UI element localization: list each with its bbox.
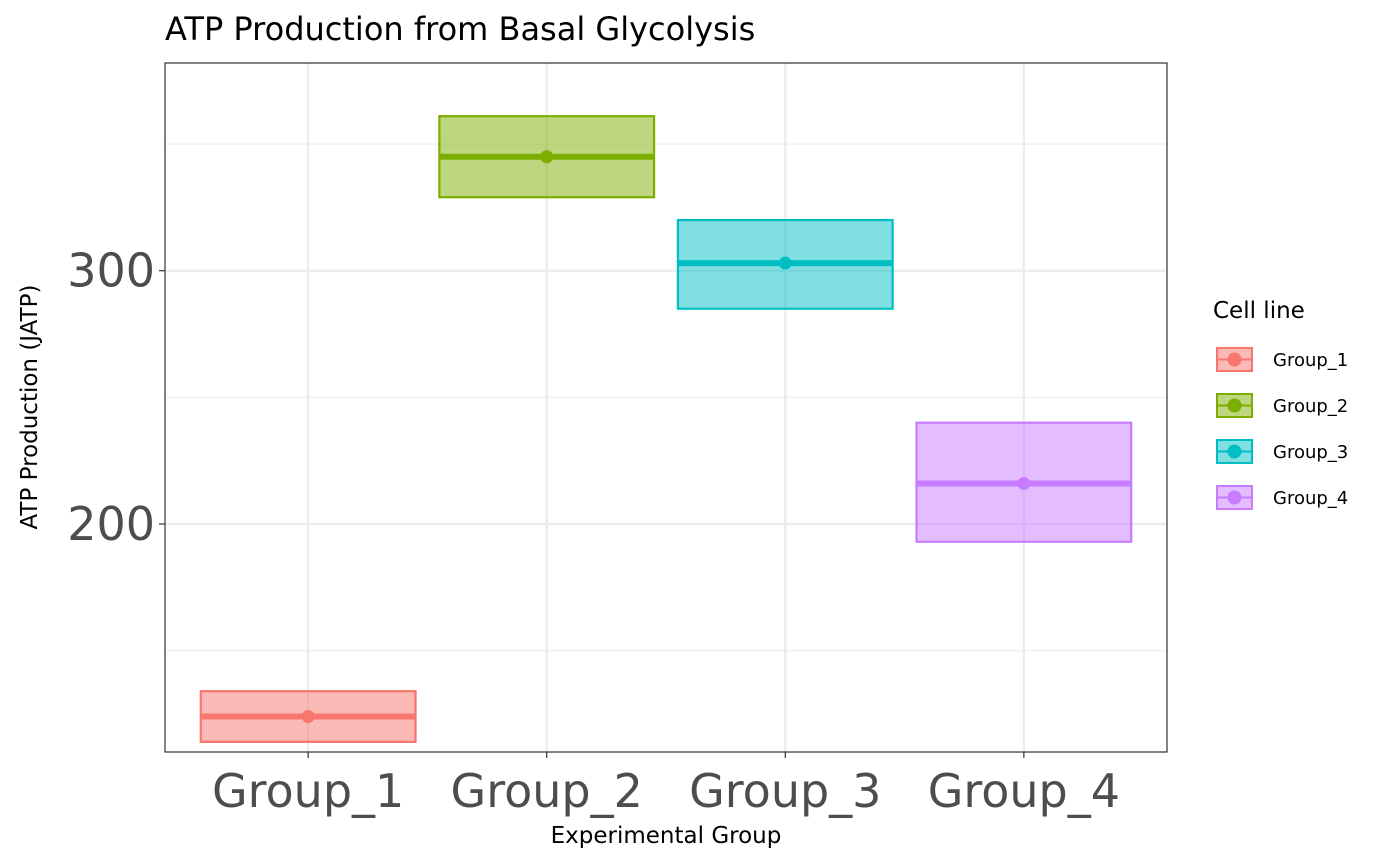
mean-point (301, 710, 315, 724)
crossbar-group-4 (915, 421, 1133, 543)
y-axis-title: ATP Production (JATP) (17, 284, 43, 529)
legend-key-point (1227, 352, 1242, 367)
mean-point (778, 256, 792, 270)
y-tick-label: 300 (67, 244, 155, 298)
x-tick-label: Group_2 (451, 764, 643, 818)
x-tick-label: Group_3 (689, 764, 881, 818)
legend-item: Group_4 (1216, 485, 1348, 510)
legend: Cell line Group_1 Group_2 Group_3 Group_4 (1213, 298, 1348, 510)
legend-title: Cell line (1213, 298, 1305, 324)
plot-panel-border (164, 62, 1168, 753)
mean-point (1017, 476, 1031, 490)
crossbar-group-3 (676, 218, 894, 310)
legend-label: Group_2 (1273, 396, 1348, 417)
legend-key-point (1227, 398, 1242, 413)
legend-item: Group_3 (1216, 439, 1348, 464)
chart-title: ATP Production from Basal Glycolysis (165, 10, 755, 48)
grid (165, 63, 1167, 752)
crossbar-group-2 (438, 115, 656, 199)
legend-label: Group_4 (1273, 488, 1348, 509)
crossbars (199, 115, 1133, 743)
x-tick-label: Group_4 (928, 764, 1120, 818)
legend-label: Group_1 (1273, 350, 1348, 371)
crossbar-group-1 (199, 690, 417, 743)
y-axis-ticks: 200 300 (67, 244, 165, 551)
x-tick-label: Group_1 (212, 764, 404, 818)
x-axis-title: Experimental Group (551, 823, 782, 849)
y-tick-label: 200 (67, 497, 155, 551)
legend-key-point (1227, 490, 1242, 505)
legend-item: Group_1 (1216, 347, 1348, 372)
legend-item: Group_2 (1216, 393, 1348, 418)
mean-point (540, 150, 554, 164)
x-axis-ticks: Group_1 Group_2 Group_3 Group_4 (212, 752, 1120, 818)
legend-key-point (1227, 444, 1242, 459)
legend-label: Group_3 (1273, 442, 1348, 463)
